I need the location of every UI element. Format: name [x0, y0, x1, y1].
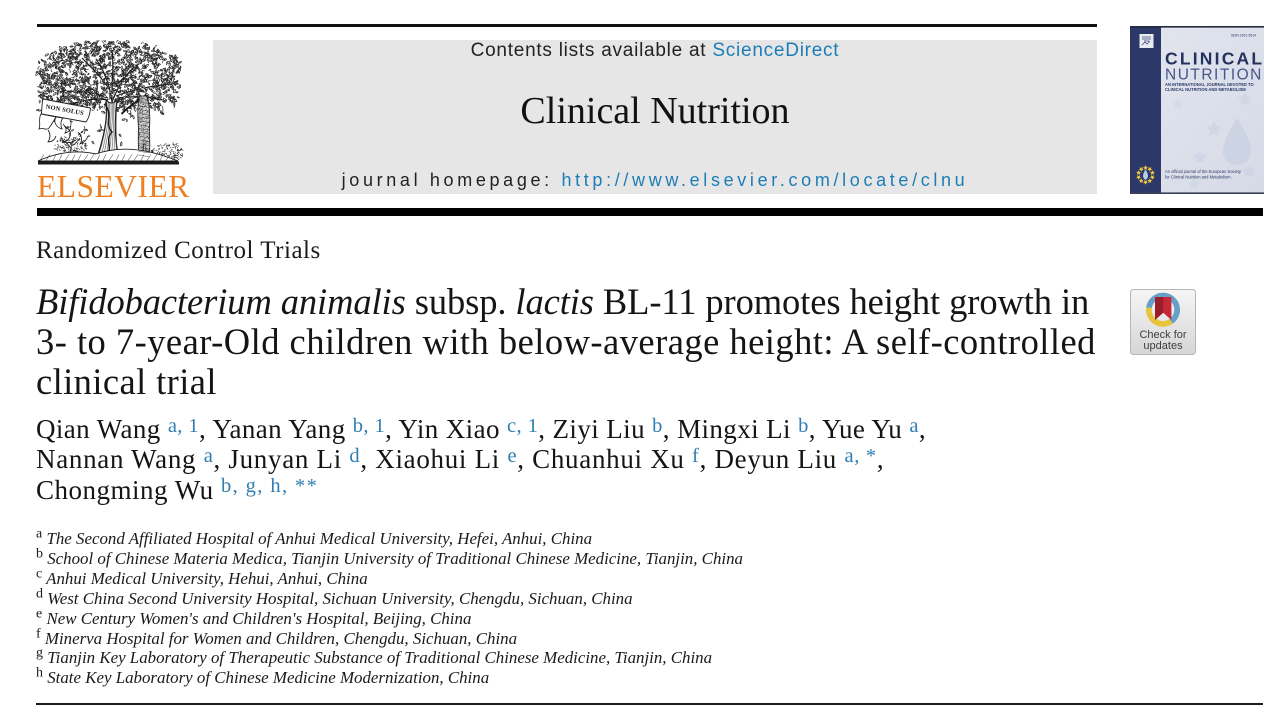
svg-text:updates: updates [1143, 340, 1183, 352]
svg-text:An official journal of the Eur: An official journal of the European Soci… [1165, 169, 1242, 174]
svg-text:for Clinical Nutrition and Met: for Clinical Nutrition and Metabolism. [1165, 175, 1232, 180]
svg-text:CLINICAL: CLINICAL [1165, 49, 1264, 69]
svg-text:CLINICAL NUTRITION AND METABOL: CLINICAL NUTRITION AND METABOLISM [1165, 87, 1246, 92]
svg-text:AN INTERNATIONAL JOURNAL DEVOT: AN INTERNATIONAL JOURNAL DEVOTED TO [1165, 82, 1254, 87]
svg-text:ISSN 0261-5614: ISSN 0261-5614 [1231, 34, 1256, 38]
svg-text:NUTRITION: NUTRITION [1165, 67, 1263, 84]
svg-text:Check for: Check for [1139, 329, 1186, 341]
